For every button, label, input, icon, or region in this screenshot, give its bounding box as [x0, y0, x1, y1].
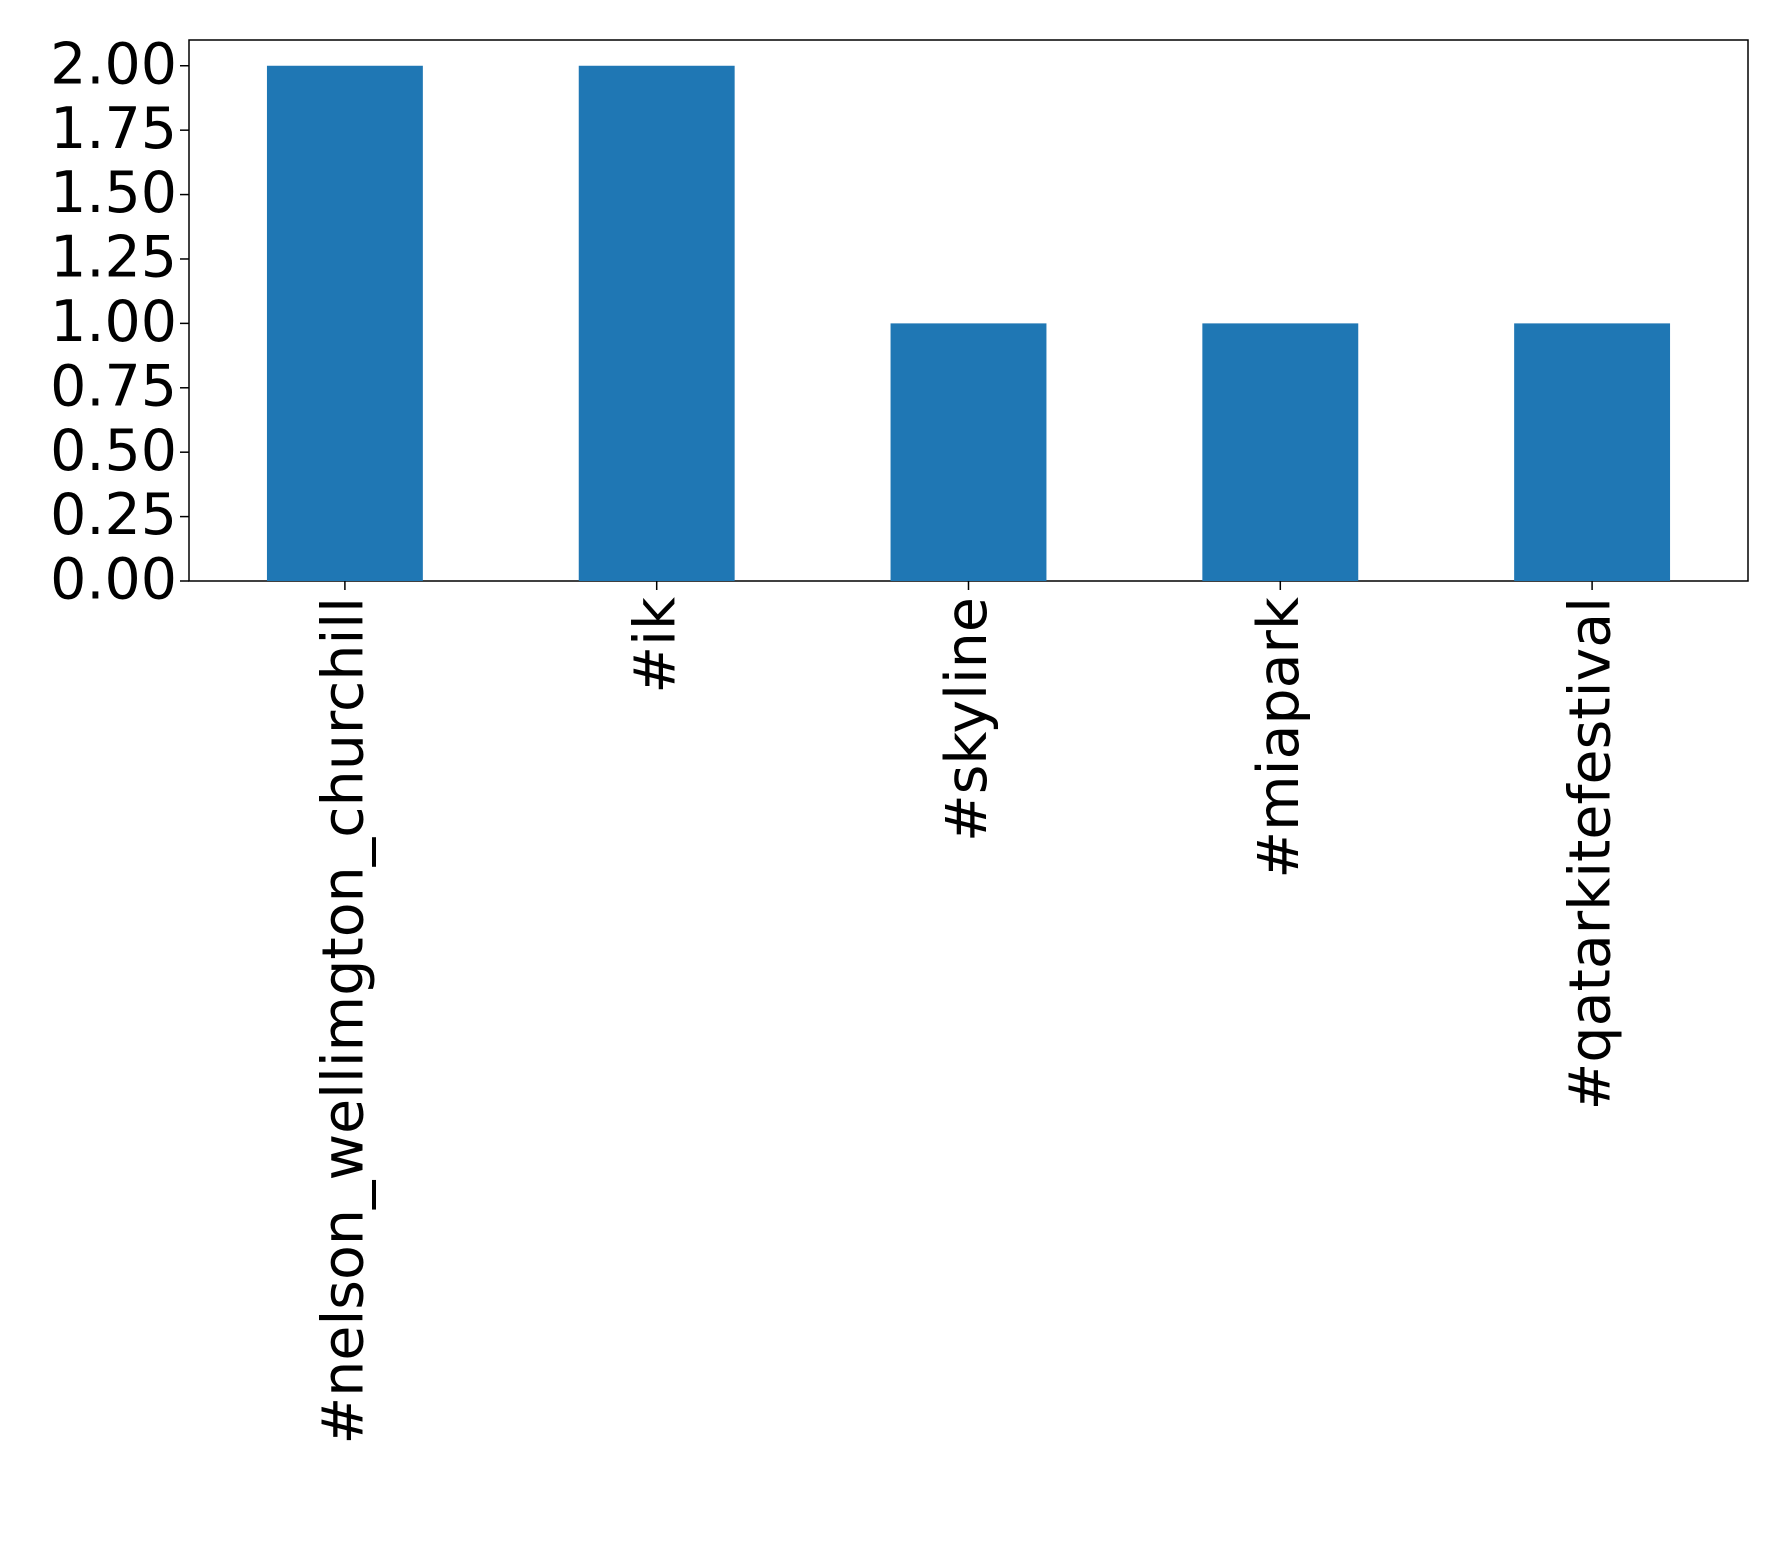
y-tick-label: 1.50: [50, 160, 177, 226]
y-tick-label: 2.00: [50, 31, 177, 97]
y-tick-label: 1.75: [50, 96, 177, 162]
x-tick-label: #qatarkitefestival: [1558, 597, 1624, 1110]
y-tick-label: 0.75: [50, 353, 177, 419]
bar: [890, 323, 1047, 581]
y-tick-label: 0.50: [50, 418, 177, 484]
y-tick-label: 0.25: [50, 482, 177, 548]
x-tick-label: #ik: [622, 597, 688, 694]
x-tick-label: #nelson_wellimgton_churchill: [311, 597, 377, 1445]
x-tick-label: #skyline: [934, 597, 1000, 842]
bar: [578, 65, 735, 581]
y-tick-label: 0.00: [50, 547, 177, 613]
bar: [1202, 323, 1359, 581]
bar: [266, 65, 423, 581]
x-tick-label: #miapark: [1246, 597, 1312, 879]
y-tick-label: 1.00: [50, 289, 177, 355]
bar: [1514, 323, 1671, 581]
y-tick-label: 1.25: [50, 225, 177, 291]
